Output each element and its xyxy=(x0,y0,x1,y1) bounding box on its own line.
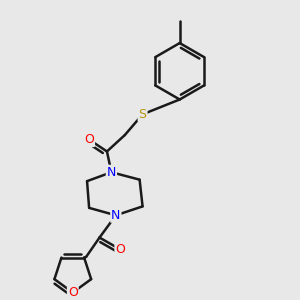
Text: N: N xyxy=(107,166,116,179)
Text: O: O xyxy=(68,286,78,299)
Text: S: S xyxy=(139,108,147,121)
Text: O: O xyxy=(84,133,94,146)
Text: O: O xyxy=(116,243,125,256)
Text: N: N xyxy=(111,209,121,222)
